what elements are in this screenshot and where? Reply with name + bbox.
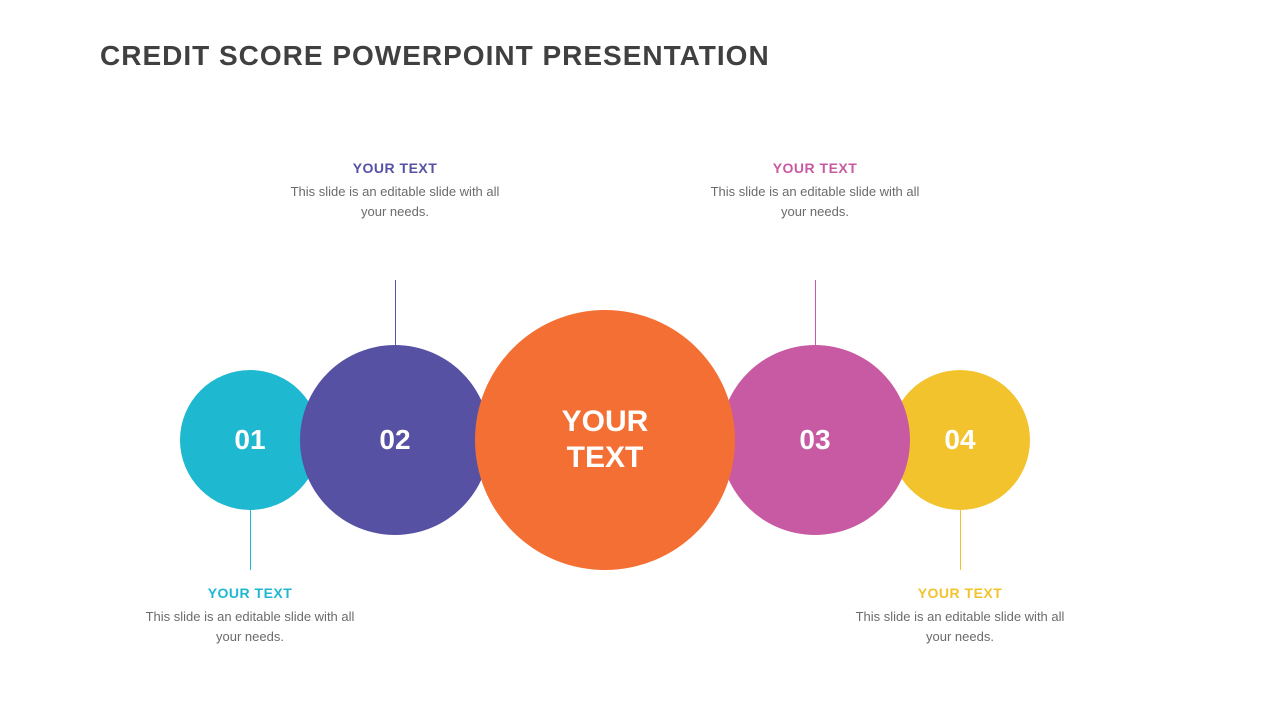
connector-03	[815, 280, 816, 345]
annotation-02-title: YOUR TEXT	[290, 160, 500, 176]
slide-title: CREDIT SCORE POWERPOINT PRESENTATION	[100, 40, 770, 72]
annotation-04-title: YOUR TEXT	[855, 585, 1065, 601]
connector-04	[960, 510, 961, 570]
circle-03-label: 03	[799, 424, 830, 456]
annotation-01-desc: This slide is an editable slide with all…	[145, 607, 355, 646]
center-line1: YOUR	[562, 404, 649, 440]
circle-04-label: 04	[944, 424, 975, 456]
connector-01	[250, 510, 251, 570]
annotation-03: YOUR TEXT This slide is an editable slid…	[710, 160, 920, 221]
connector-02	[395, 280, 396, 345]
circle-02-label: 02	[379, 424, 410, 456]
annotation-04-desc: This slide is an editable slide with all…	[855, 607, 1065, 646]
circle-02: 02	[300, 345, 490, 535]
circle-01-label: 01	[234, 424, 265, 456]
circle-01: 01	[180, 370, 320, 510]
annotation-02-desc: This slide is an editable slide with all…	[290, 182, 500, 221]
annotation-03-desc: This slide is an editable slide with all…	[710, 182, 920, 221]
annotation-04: YOUR TEXT This slide is an editable slid…	[855, 585, 1065, 646]
annotation-02: YOUR TEXT This slide is an editable slid…	[290, 160, 500, 221]
center-line2: TEXT	[567, 440, 644, 476]
annotation-01-title: YOUR TEXT	[145, 585, 355, 601]
annotation-03-title: YOUR TEXT	[710, 160, 920, 176]
circle-04: 04	[890, 370, 1030, 510]
circle-03: 03	[720, 345, 910, 535]
annotation-01: YOUR TEXT This slide is an editable slid…	[145, 585, 355, 646]
circle-center: YOUR TEXT	[475, 310, 735, 570]
